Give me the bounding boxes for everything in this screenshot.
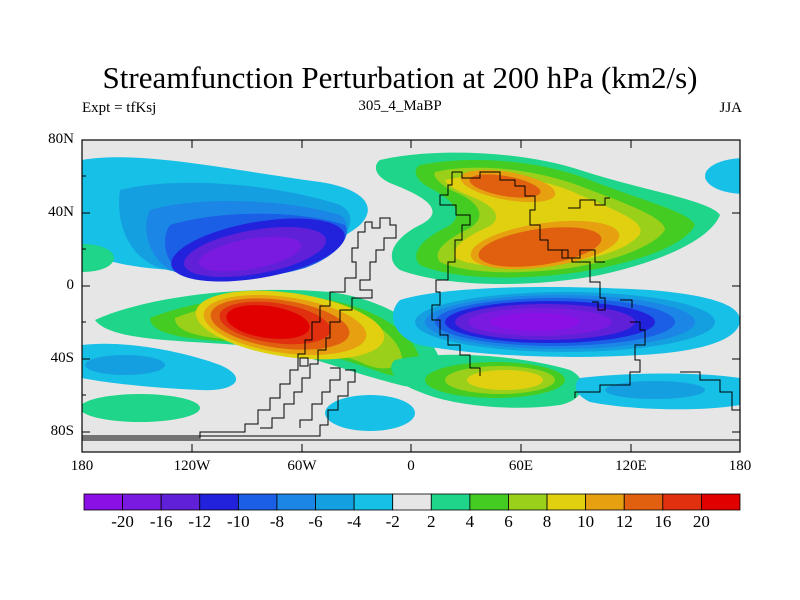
center-string: 305_4_MaBP	[358, 98, 442, 114]
colorbar-swatch	[315, 493, 355, 511]
colorbar-swatch	[160, 493, 201, 511]
contour-neg-north-l7	[198, 236, 302, 272]
topography-outline	[82, 171, 740, 441]
colorbar-swatch	[392, 493, 432, 511]
contour-neg-s	[325, 395, 415, 431]
colorbar-label: -6	[308, 512, 323, 531]
right-string: JJA	[719, 100, 742, 116]
colorbar	[83, 493, 741, 511]
colorbar-label: 8	[542, 512, 552, 531]
contour-neg-ne	[705, 158, 740, 194]
x-tick-label: 180	[70, 458, 94, 474]
x-tick-label: 0	[407, 458, 415, 474]
colorbar-swatch	[508, 493, 548, 511]
chart-title: Streamfunction Perturbation at 200 hPa (…	[102, 60, 698, 95]
colorbar-swatch	[237, 493, 278, 511]
colorbar-label: -16	[149, 512, 173, 531]
colorbar-label: 2	[427, 512, 436, 531]
colorbar-label: 16	[654, 512, 672, 531]
contour-pos-w	[82, 244, 114, 272]
colorbar-swatch	[83, 493, 123, 511]
x-tick-label: 120W	[173, 458, 211, 474]
contour-pos-sw	[82, 394, 200, 422]
colorbar-label: 4	[465, 512, 475, 531]
colorbar-swatch	[585, 493, 625, 511]
colorbar-swatch	[430, 493, 471, 511]
y-tick-label: 80N	[48, 131, 74, 147]
x-tick-label: 120E	[615, 458, 647, 474]
contour-field	[82, 140, 740, 452]
colorbar-label: -12	[188, 512, 212, 531]
contour-neg-sw2	[85, 355, 165, 375]
colorbar-swatch	[353, 493, 394, 511]
colorbar-label: -10	[227, 512, 250, 531]
contour-neg-se-min	[490, 313, 580, 331]
colorbar-swatch	[662, 493, 702, 511]
y-tick-label: 80S	[50, 423, 74, 439]
x-tick-label: 60E	[508, 458, 534, 474]
y-tick-label: 0	[66, 277, 75, 293]
colorbar-label: -2	[385, 512, 400, 531]
colorbar-label: 10	[577, 512, 595, 531]
contour-pos-ne-l8	[478, 227, 602, 267]
colorbar-label: 20	[692, 512, 710, 531]
colorbar-swatch	[276, 493, 316, 511]
colorbar-label: 12	[615, 512, 633, 531]
y-ticks	[82, 139, 740, 433]
colorbar-swatch	[199, 493, 239, 511]
colorbar-swatch	[623, 493, 664, 511]
contour-pos-ne-l6	[469, 174, 541, 198]
y-tick-label: 40S	[50, 350, 74, 366]
left-string: Expt = tfKsj	[82, 100, 157, 116]
x-tick-label: 180	[728, 458, 752, 474]
x-ticks	[81, 140, 741, 452]
colorbar-label: -4	[347, 512, 362, 531]
x-tick-label: 60W	[287, 458, 317, 474]
colorbar-swatch	[469, 493, 509, 511]
colorbar-swatch	[546, 493, 587, 511]
contour-pos-trop-max	[226, 305, 310, 339]
colorbar-label: -8	[269, 512, 285, 531]
colorbar-label: 6	[504, 512, 513, 531]
colorbar-label: -20	[111, 512, 134, 531]
y-tick-label: 40N	[48, 204, 74, 220]
contour-pos-se-l4	[467, 370, 543, 390]
colorbar-swatch	[122, 493, 162, 511]
contour-neg-se-south2	[605, 381, 705, 399]
colorbar-swatch	[701, 493, 741, 511]
